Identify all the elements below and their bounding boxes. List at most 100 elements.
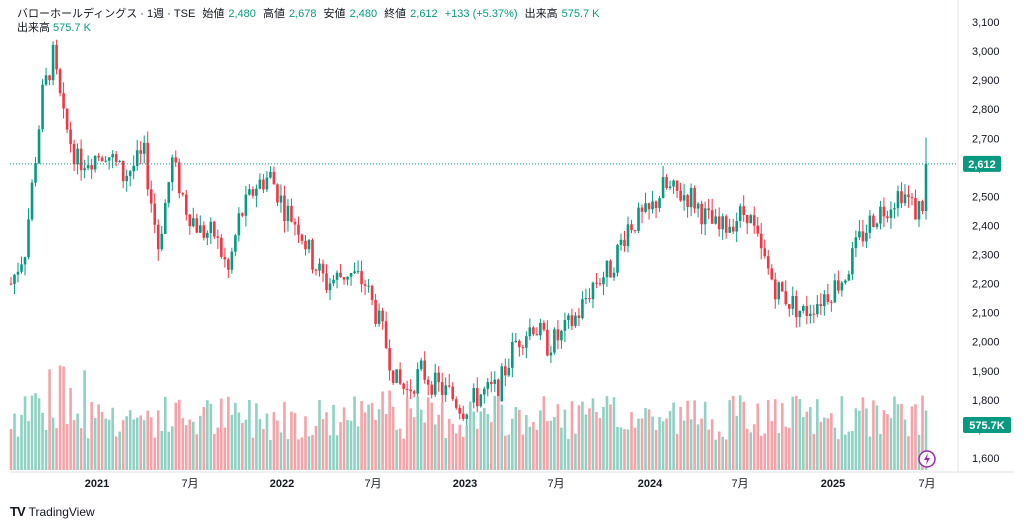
candle-body: [872, 215, 875, 227]
candle-body: [251, 189, 255, 196]
y-tick-label: 2,400: [972, 220, 1000, 232]
candle-body: [798, 310, 802, 318]
volume-bar: [651, 416, 654, 470]
volume-bar: [735, 415, 738, 470]
volume-bar: [787, 427, 791, 470]
chart-legend: バローホールディングス · 1週 · TSE 始値 2,480 高値 2,678 安…: [17, 5, 604, 21]
candle-body: [465, 414, 469, 419]
candle-body: [914, 197, 917, 220]
volume-bar: [647, 409, 651, 470]
candle-body: [349, 273, 353, 277]
volume-bar: [700, 418, 703, 470]
candle-body: [23, 257, 27, 265]
y-tick-label: 2,500: [972, 191, 1000, 203]
candle-body: [658, 198, 661, 208]
volume-bar: [461, 436, 465, 470]
volume-bar: [156, 410, 160, 470]
y-tick-label: 2,700: [972, 133, 1000, 145]
volume-bar: [79, 428, 83, 470]
volume-bar: [391, 406, 395, 470]
candle-body: [903, 194, 907, 204]
volume-bar: [511, 418, 514, 470]
candle-body: [156, 224, 160, 250]
volume-bar: [777, 433, 781, 470]
volume-bar: [405, 397, 409, 470]
volume-bar: [65, 423, 69, 470]
candle-body: [447, 385, 451, 387]
candle-body: [79, 148, 83, 171]
volume-bar: [528, 426, 532, 470]
candle-body: [570, 315, 574, 327]
volume-bar: [132, 419, 136, 470]
candle-body: [167, 182, 171, 203]
candle-body: [339, 272, 342, 278]
volume-bar: [794, 395, 798, 470]
volume-bar: [416, 396, 419, 470]
volume-bar: [542, 396, 546, 470]
volume-bar: [149, 417, 153, 470]
volume-bar: [360, 400, 363, 470]
volume-bar: [791, 396, 795, 470]
volume-bar: [886, 414, 889, 470]
candle-body: [738, 206, 742, 221]
candle-body: [419, 360, 423, 370]
candle-body: [651, 201, 654, 210]
volume-bar: [546, 421, 549, 470]
candle-body: [479, 394, 483, 407]
volume-bar: [451, 423, 455, 470]
volume-bar: [756, 403, 760, 470]
x-tick-label: 7月: [364, 478, 381, 490]
candle-body: [244, 194, 248, 216]
candle-body: [27, 219, 30, 258]
volume-bar: [388, 390, 391, 470]
volume-bar: [612, 397, 616, 470]
candle-body: [784, 291, 788, 305]
volume-bar: [283, 401, 286, 470]
volume-bar: [591, 398, 595, 470]
volume-bar: [830, 413, 833, 470]
candle-body: [9, 283, 13, 285]
candle-body: [321, 263, 325, 274]
volume-bar: [861, 397, 865, 470]
volume-bar: [893, 396, 896, 470]
candle-body: [227, 259, 230, 270]
legend-symbol: バローホールディングス · 1週 · TSE: [17, 8, 196, 20]
tradingview-logo[interactable]: TV TradingView: [10, 504, 95, 519]
volume-bar: [377, 409, 381, 470]
legend-high: 2,678: [288, 8, 317, 20]
volume-bar: [90, 402, 93, 470]
volume-bar: [518, 409, 521, 470]
candle-body: [51, 44, 55, 81]
candle-body: [560, 330, 563, 341]
volume-bar: [595, 411, 598, 470]
volume-bar: [206, 400, 209, 470]
volume-bar: [367, 404, 370, 470]
volume-bar: [20, 414, 23, 470]
candle-body: [405, 388, 409, 390]
candle-body: [574, 315, 577, 327]
volume-bar: [370, 402, 374, 470]
volume-bar: [111, 407, 114, 470]
volume-bar: [703, 401, 707, 470]
volume-bar: [433, 424, 437, 470]
y-tick-label: 3,100: [972, 17, 1000, 29]
x-tick-label: 2024: [638, 478, 663, 490]
volume-bar: [805, 411, 809, 470]
candle-body: [262, 179, 265, 190]
candle-body: [206, 232, 209, 238]
candle-body: [384, 321, 388, 349]
candle-body: [623, 239, 626, 247]
lightning-glyph: [924, 453, 930, 465]
candle-body: [591, 282, 595, 300]
candle-body: [388, 348, 391, 371]
volume-bar: [184, 425, 188, 470]
last-price-badge: [963, 155, 1001, 172]
volume-bar: [23, 396, 27, 470]
candle-body: [107, 157, 111, 161]
candle-body: [605, 260, 609, 278]
volume-bar: [100, 411, 104, 470]
volume-bar: [482, 407, 486, 470]
candle-body: [910, 197, 914, 199]
volume-bar: [227, 396, 230, 470]
